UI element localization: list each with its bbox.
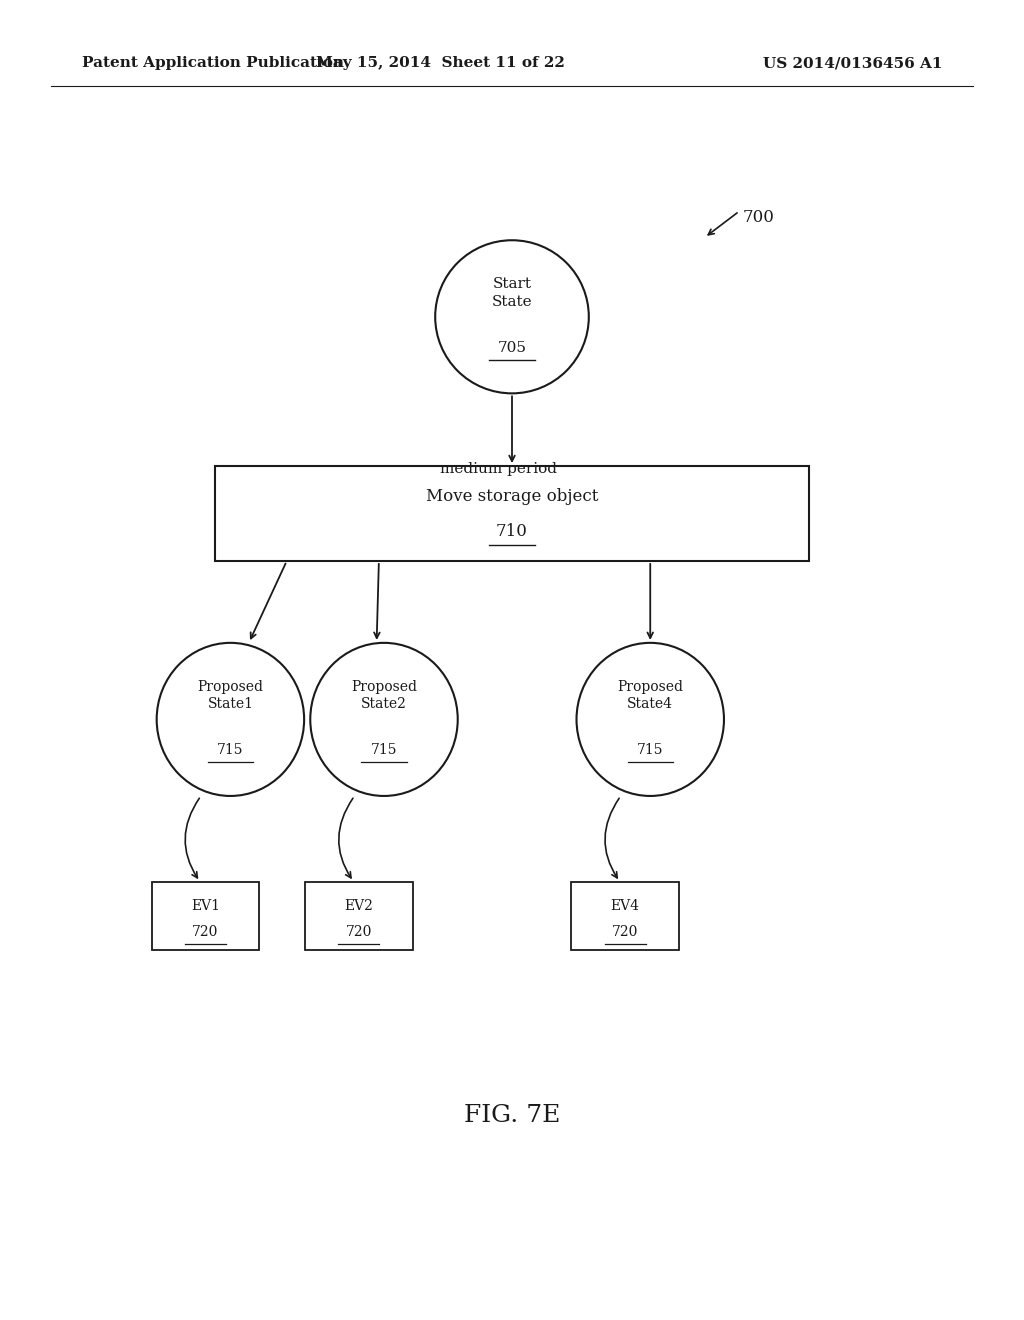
Text: May 15, 2014  Sheet 11 of 22: May 15, 2014 Sheet 11 of 22 [315, 57, 565, 70]
Text: Proposed
State4: Proposed State4 [617, 680, 683, 711]
Text: EV4: EV4 [610, 899, 640, 912]
Text: 715: 715 [371, 743, 397, 756]
Text: US 2014/0136456 A1: US 2014/0136456 A1 [763, 57, 942, 70]
Text: 700: 700 [742, 210, 774, 226]
Text: 710: 710 [496, 524, 528, 540]
Text: 715: 715 [637, 743, 664, 756]
Text: FIG. 7E: FIG. 7E [464, 1104, 560, 1127]
Text: 720: 720 [612, 925, 638, 939]
Text: 720: 720 [346, 925, 372, 939]
Text: 720: 720 [193, 925, 218, 939]
Text: Proposed
State1: Proposed State1 [198, 680, 263, 711]
Text: medium period: medium period [440, 462, 557, 475]
Text: 715: 715 [217, 743, 244, 756]
Text: Start
State: Start State [492, 277, 532, 309]
Text: EV1: EV1 [190, 899, 220, 912]
Text: Proposed
State2: Proposed State2 [351, 680, 417, 711]
Text: Patent Application Publication: Patent Application Publication [82, 57, 344, 70]
Text: 705: 705 [498, 342, 526, 355]
Text: EV2: EV2 [344, 899, 374, 912]
Text: Move storage object: Move storage object [426, 488, 598, 504]
